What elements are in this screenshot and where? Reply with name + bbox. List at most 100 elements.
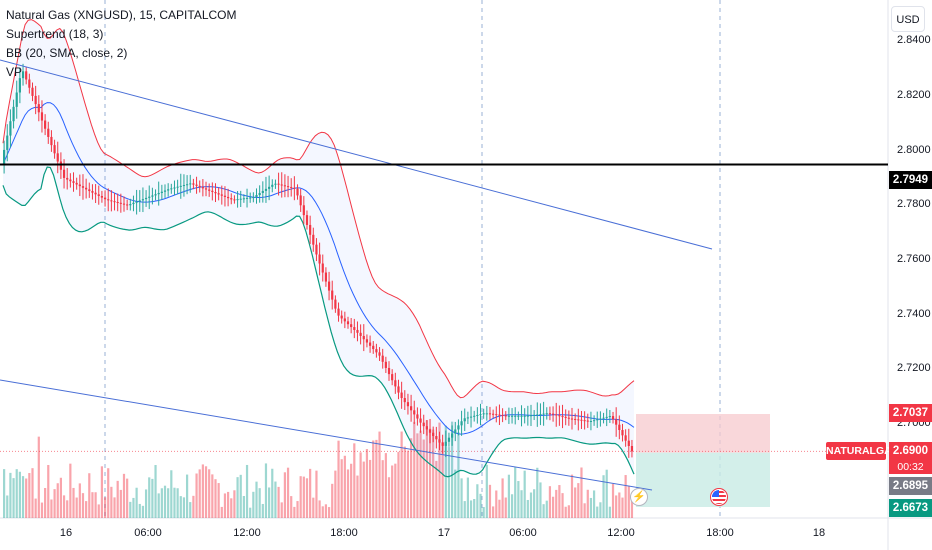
candle-body-62 [198, 185, 201, 188]
candle-body-160 [507, 415, 511, 417]
volume-bar-134 [425, 420, 428, 518]
volume-bar-78 [249, 507, 252, 518]
legend-title[interactable]: Natural Gas (XNGUSD), 15, CAPITALCOM [6, 8, 237, 22]
volume-bar-131 [416, 433, 419, 518]
candle-body-198 [627, 440, 630, 447]
volume-bar-197 [624, 475, 627, 518]
volume-bar-43 [138, 503, 141, 518]
volume-bar-51 [163, 485, 167, 518]
candle-body-176 [558, 415, 561, 417]
candle-body-71 [227, 196, 230, 199]
candle-body-114 [362, 335, 365, 340]
volume-bar-198 [627, 485, 630, 518]
legend-supertrend[interactable]: Supertrend (18, 3) [6, 27, 104, 41]
candle-body-192 [608, 416, 611, 418]
candle-body-97 [309, 224, 312, 235]
volume-bar-179 [567, 505, 570, 518]
volume-bar-104 [331, 483, 334, 518]
volume-bar-105 [334, 470, 337, 518]
legend-vp[interactable]: VP [6, 65, 23, 79]
volume-bar-57 [182, 497, 186, 518]
candle-body-169 [536, 414, 539, 416]
volume-bar-33 [107, 468, 110, 518]
volume-bar-89 [283, 472, 287, 518]
volume-bar-94 [299, 476, 302, 518]
volume-bar-21 [69, 463, 72, 518]
volume-bar-26 [85, 501, 88, 518]
volume-bar-142 [451, 421, 454, 518]
volume-bar-70 [223, 493, 227, 518]
candle-body-29 [94, 192, 97, 195]
volume-bar-115 [365, 449, 369, 518]
candle-body-168 [533, 414, 536, 416]
candle-body-34 [110, 200, 113, 202]
volume-bar-183 [580, 467, 583, 518]
candle-body-141 [447, 437, 451, 442]
candle-body-170 [539, 414, 542, 416]
last-price-label: 2.6900 [889, 442, 932, 460]
volume-bar-119 [378, 431, 381, 518]
candle-body-107 [340, 315, 343, 319]
volume-bar-55 [176, 488, 179, 518]
candle-body-8 [28, 79, 31, 88]
candle-body-194 [615, 419, 618, 425]
candle-body-179 [567, 417, 570, 419]
candle-body-125 [397, 386, 400, 393]
candle-body-189 [599, 418, 602, 420]
volume-bar-171 [542, 504, 545, 518]
candle-body-11 [37, 104, 40, 113]
volume-bar-46 [148, 477, 151, 518]
candle-body-130 [413, 410, 416, 415]
price-tick-label: 2.7200 [897, 362, 931, 375]
volume-bar-34 [110, 486, 113, 518]
volume-bar-1 [6, 495, 9, 518]
volume-bar-18 [59, 477, 62, 518]
volume-bar-178 [564, 506, 567, 518]
candle-body-165 [523, 415, 526, 417]
volume-bar-117 [372, 440, 375, 518]
candle-body-163 [517, 415, 520, 417]
symbol-tag: NATURALGAS [826, 442, 899, 460]
candle-body-55 [176, 186, 179, 188]
candle-body-175 [555, 414, 558, 416]
us-flag-icon[interactable] [710, 488, 728, 506]
legend-bb[interactable]: BB (20, SMA, close, 2) [6, 46, 128, 60]
candle-body-152 [482, 413, 485, 415]
volume-bar-114 [362, 461, 365, 518]
volume-bar-152 [482, 507, 485, 518]
volume-bar-137 [435, 460, 438, 518]
volume-bar-123 [391, 465, 394, 518]
volume-bar-185 [586, 489, 589, 518]
lightning-icon[interactable]: ⚡ [630, 488, 648, 506]
volume-bar-138 [438, 422, 441, 518]
volume-bar-181 [574, 487, 577, 518]
candle-body-164 [520, 415, 523, 417]
currency-button[interactable]: USD [891, 6, 925, 32]
candle-body-69 [220, 194, 223, 196]
volume-bar-184 [583, 503, 586, 518]
time-tick-label: 18:00 [706, 527, 734, 539]
volume-bar-129 [409, 438, 413, 518]
volume-bar-154 [488, 484, 492, 518]
candle-body-2 [9, 121, 12, 136]
candle-body-5 [18, 78, 21, 93]
volume-bar-90 [286, 467, 290, 518]
volume-bar-164 [520, 490, 523, 518]
bb-lower [2, 166, 635, 478]
candle-body-98 [312, 234, 315, 245]
volume-bar-3 [12, 478, 15, 518]
volume-bar-170 [539, 482, 542, 518]
price-tick-label: 2.8200 [897, 88, 931, 101]
volume-bar-23 [75, 497, 78, 518]
volume-bar-130 [413, 421, 416, 518]
volume-bar-38 [122, 473, 126, 518]
volume-bar-27 [88, 473, 91, 518]
candle-body-106 [337, 308, 340, 316]
volume-bar-22 [72, 487, 75, 518]
stop-level-label: 2.7037 [889, 404, 932, 422]
volume-bar-13 [44, 488, 47, 518]
candle-body-82 [261, 190, 264, 193]
volume-bar-49 [157, 493, 160, 518]
